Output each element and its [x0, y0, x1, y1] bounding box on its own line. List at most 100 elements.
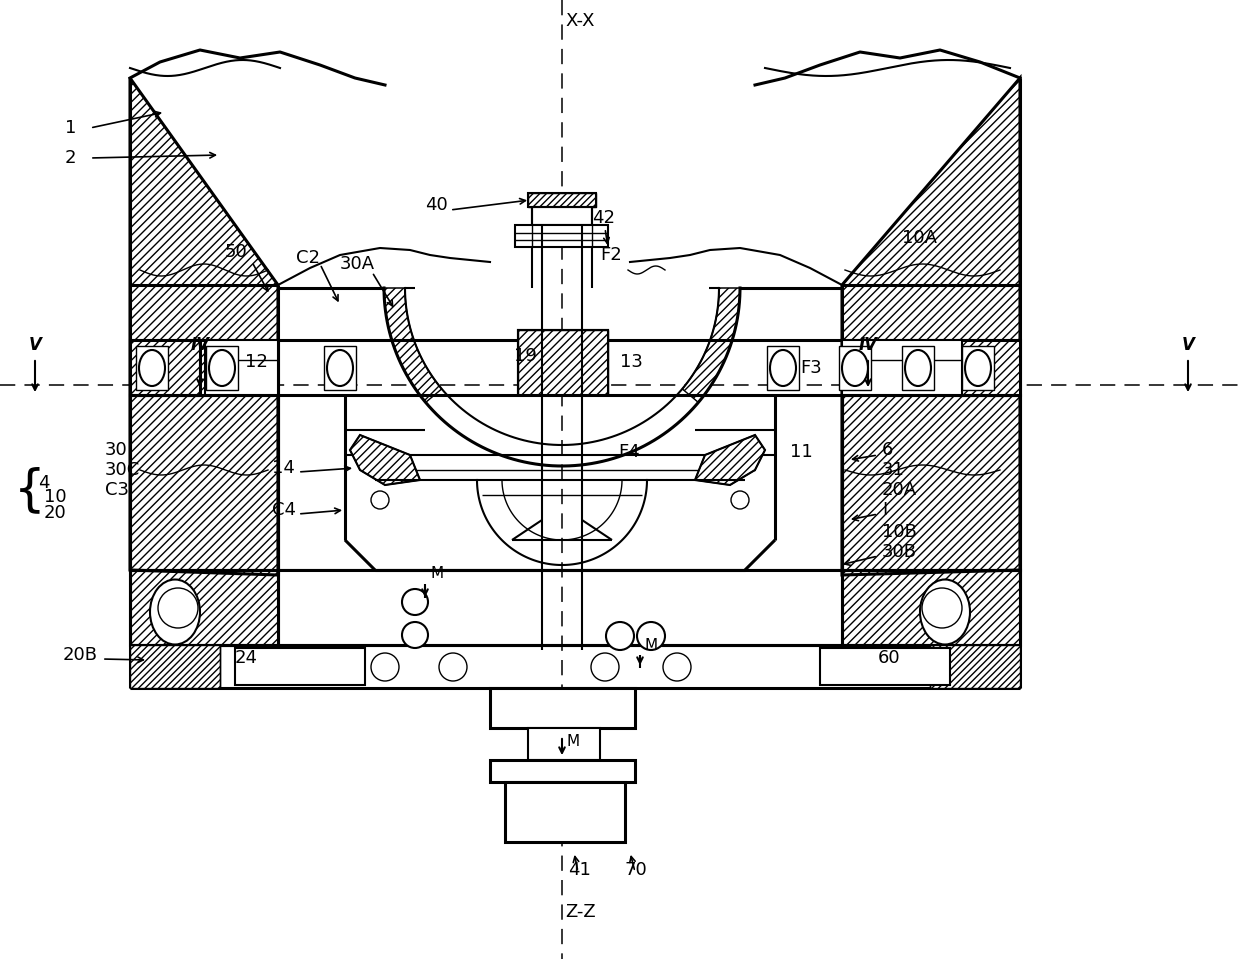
Text: IV: IV — [191, 336, 210, 354]
Text: 31: 31 — [882, 461, 905, 479]
Text: 20: 20 — [43, 504, 67, 522]
Text: 13: 13 — [620, 353, 642, 371]
Text: 30A: 30A — [340, 255, 376, 273]
Ellipse shape — [905, 350, 931, 386]
Polygon shape — [130, 570, 278, 645]
Text: C2: C2 — [296, 249, 320, 267]
Polygon shape — [960, 340, 1021, 395]
Text: 30: 30 — [105, 441, 128, 459]
Polygon shape — [842, 78, 1021, 575]
Text: F4: F4 — [618, 443, 640, 461]
Text: 41: 41 — [568, 861, 591, 879]
Text: V: V — [1182, 336, 1194, 354]
Ellipse shape — [965, 350, 991, 386]
Bar — [490, 760, 635, 782]
Bar — [518, 330, 608, 395]
Text: V: V — [29, 336, 41, 354]
Circle shape — [402, 589, 428, 615]
Circle shape — [402, 622, 428, 648]
Ellipse shape — [920, 579, 970, 644]
Ellipse shape — [210, 350, 236, 386]
Text: 10B: 10B — [882, 523, 916, 541]
Text: 1: 1 — [64, 119, 77, 137]
Bar — [130, 645, 219, 688]
Bar — [768, 346, 799, 390]
Text: 19: 19 — [515, 347, 537, 365]
Polygon shape — [682, 288, 740, 403]
Bar — [532, 207, 591, 225]
Polygon shape — [350, 435, 420, 485]
Text: 10A: 10A — [901, 229, 937, 247]
Text: F2: F2 — [600, 246, 621, 264]
Text: 42: 42 — [591, 209, 615, 227]
Circle shape — [732, 491, 749, 509]
Polygon shape — [518, 330, 608, 395]
Bar — [962, 346, 994, 390]
Text: {: { — [14, 466, 46, 514]
Bar — [842, 340, 962, 395]
Bar — [236, 648, 365, 685]
Ellipse shape — [842, 350, 868, 386]
Bar — [136, 346, 167, 390]
Text: 24: 24 — [236, 649, 258, 667]
Bar — [528, 193, 596, 207]
Ellipse shape — [139, 350, 165, 386]
Circle shape — [439, 653, 467, 681]
Text: M: M — [567, 734, 580, 749]
Bar — [528, 728, 600, 760]
Polygon shape — [130, 395, 278, 570]
Circle shape — [637, 622, 665, 650]
Bar — [839, 346, 870, 390]
Polygon shape — [130, 340, 200, 395]
Text: M: M — [430, 566, 443, 581]
Ellipse shape — [150, 579, 200, 644]
Text: IV: IV — [858, 336, 878, 354]
Circle shape — [923, 588, 962, 628]
Text: C4: C4 — [272, 501, 296, 519]
Bar — [528, 193, 596, 207]
Polygon shape — [842, 395, 1021, 570]
Text: 11: 11 — [790, 443, 812, 461]
Text: 30B: 30B — [882, 543, 918, 561]
Text: 50: 50 — [224, 243, 248, 261]
Bar — [820, 648, 950, 685]
Text: 4: 4 — [38, 474, 50, 492]
Text: X-X: X-X — [565, 12, 594, 30]
Polygon shape — [384, 288, 441, 403]
Ellipse shape — [327, 350, 353, 386]
Text: 70: 70 — [625, 861, 647, 879]
Text: C3: C3 — [105, 481, 129, 499]
Bar — [490, 688, 635, 728]
Text: 20A: 20A — [882, 481, 918, 499]
Text: Z-Z: Z-Z — [565, 903, 595, 921]
Text: 6: 6 — [882, 441, 893, 459]
Text: I: I — [882, 501, 888, 519]
Text: 20B: 20B — [63, 646, 98, 664]
Text: M: M — [644, 638, 657, 653]
Bar — [205, 340, 278, 395]
Text: F3: F3 — [800, 359, 822, 377]
Circle shape — [591, 653, 619, 681]
Text: 40: 40 — [425, 196, 448, 214]
Circle shape — [371, 653, 399, 681]
Bar — [901, 346, 934, 390]
Text: 2: 2 — [64, 149, 77, 167]
Polygon shape — [694, 435, 765, 485]
Ellipse shape — [770, 350, 796, 386]
Bar — [515, 225, 608, 247]
Polygon shape — [842, 570, 1021, 645]
Circle shape — [157, 588, 198, 628]
Circle shape — [663, 653, 691, 681]
Circle shape — [606, 622, 634, 650]
Bar — [930, 645, 1021, 688]
Text: 14: 14 — [272, 459, 295, 477]
Polygon shape — [130, 78, 278, 575]
Bar — [505, 782, 625, 842]
Circle shape — [371, 491, 389, 509]
Text: 30C: 30C — [105, 461, 140, 479]
Bar — [206, 346, 238, 390]
Text: 60: 60 — [878, 649, 900, 667]
Bar — [324, 346, 356, 390]
Text: 12: 12 — [246, 353, 268, 371]
Text: 10: 10 — [43, 488, 67, 506]
